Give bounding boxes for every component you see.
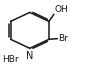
Text: N: N: [26, 51, 33, 61]
Text: HBr: HBr: [2, 55, 18, 64]
Text: Br: Br: [58, 34, 68, 43]
Text: OH: OH: [55, 5, 69, 14]
